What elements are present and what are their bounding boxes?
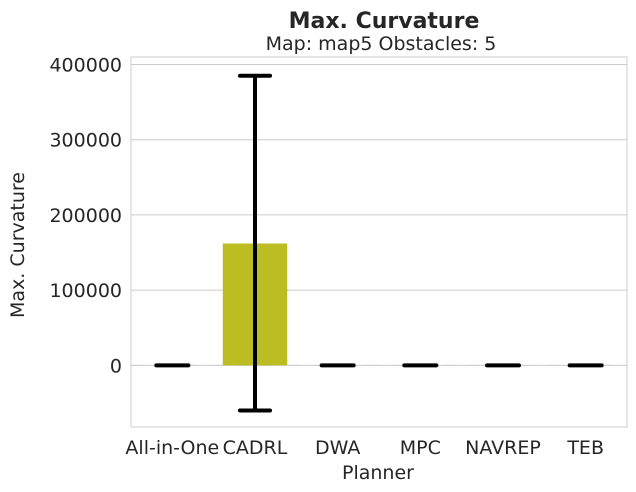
y-tick-label: 400000 [49,55,122,77]
x-tick-label: MPC [400,437,441,459]
x-axis-label: Planner [342,462,414,484]
y-tick-label: 0 [110,355,122,377]
plot-frame [130,56,628,428]
x-tick-label: NAVREP [465,437,541,459]
x-tick-label: DWA [315,437,360,459]
y-tick-label: 100000 [49,280,122,302]
y-tick-labels: 0 100000 200000 300000 400000 [49,55,122,378]
x-tick-label: TEB [566,437,604,459]
error-bar-cadrl [238,73,272,413]
x-tick-label: All-in-One [125,437,219,459]
grid-lines [131,64,627,366]
x-tick-label: CADRL [223,437,288,459]
chart-title: Max. Curvature [289,9,480,34]
y-tick-label: 200000 [49,205,122,227]
y-tick-label: 300000 [49,130,122,152]
error-bars [154,73,604,413]
y-axis-label: Max. Curvature [7,172,29,318]
chart-subtitle: Map: map5 Obstacles: 5 [266,33,497,55]
x-tick-labels: All-in-One CADRL DWA MPC NAVREP TEB [125,437,604,459]
